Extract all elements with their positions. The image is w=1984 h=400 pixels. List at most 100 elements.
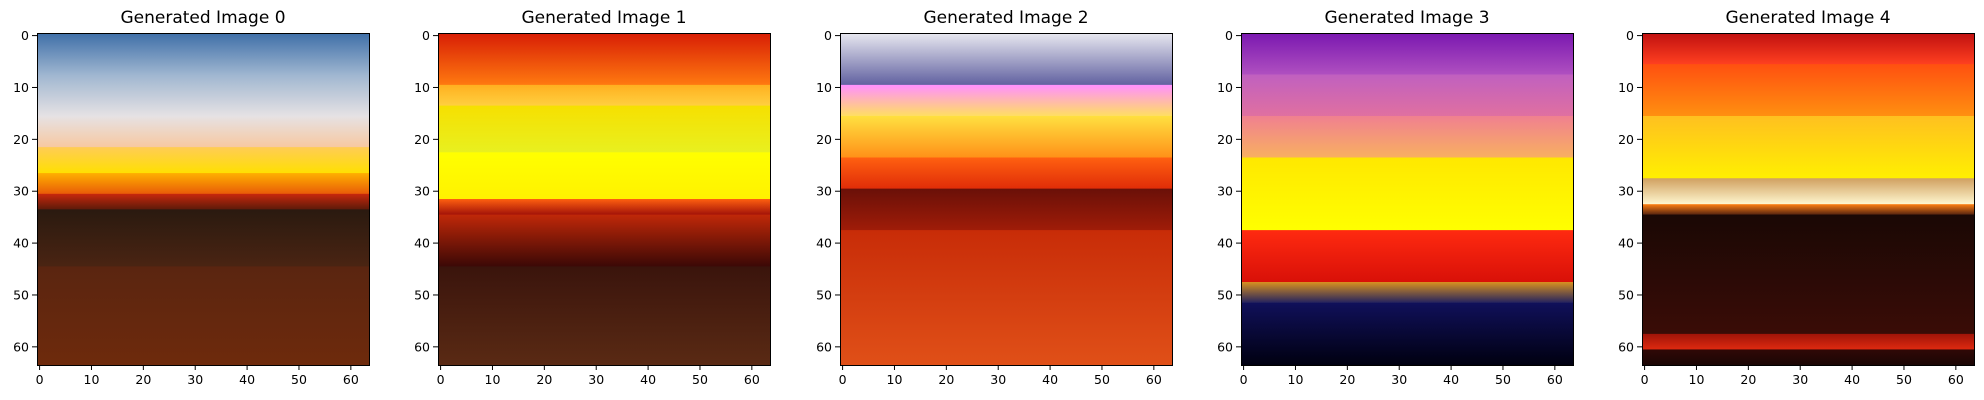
x-tick-label: 20 (1339, 372, 1355, 387)
x-tick-label: 40 (1042, 372, 1058, 387)
y-tick-label: 20 (1217, 132, 1233, 147)
image-band (438, 33, 770, 86)
image-band (37, 193, 369, 210)
image-panel-2: Generated Image 2 0 10 20 30 40 50 60 0 10 20 30 40 5… (816, 8, 1173, 387)
image-band (438, 152, 770, 200)
image-band (1642, 33, 1974, 65)
y-tick-label: 50 (1618, 287, 1634, 302)
image-band (1241, 74, 1573, 117)
y-tick-label: 40 (13, 236, 29, 251)
x-tick-label: 0 (1240, 372, 1248, 387)
x-tick-label: 40 (640, 372, 656, 387)
y-tick-label: 40 (1618, 236, 1634, 251)
y-tick-label: 50 (1217, 287, 1233, 302)
image-band (1642, 116, 1974, 179)
panels-layer: Generated Image 0 0 10 20 30 40 50 60 0 10 20 30 40 5… (13, 8, 1975, 387)
image-band (1241, 116, 1573, 158)
y-tick-label: 10 (13, 80, 29, 95)
y-tick-label: 20 (1618, 132, 1634, 147)
y-tick-label: 10 (414, 80, 430, 95)
x-tick-label: 30 (990, 372, 1006, 387)
image-band (1642, 204, 1974, 216)
x-tick-label: 30 (1391, 372, 1407, 387)
image-band (37, 266, 369, 366)
image-band (1642, 333, 1974, 350)
x-tick-label: 30 (588, 372, 604, 387)
image-band (840, 188, 1172, 231)
image-content (1241, 33, 1573, 366)
image-band (840, 157, 1172, 190)
x-tick-label: 10 (84, 372, 100, 387)
y-tick-label: 0 (824, 28, 832, 43)
x-tick-label: 0 (1641, 372, 1649, 387)
image-band (37, 147, 369, 174)
image-band (438, 266, 770, 366)
x-tick-label: 10 (1689, 372, 1705, 387)
image-content (37, 33, 369, 366)
y-tick-label: 20 (414, 132, 430, 147)
x-tick-label: 30 (1792, 372, 1808, 387)
image-band (1642, 178, 1974, 205)
y-tick-label: 50 (414, 287, 430, 302)
image-panel-1: Generated Image 1 0 10 20 30 40 50 60 0 10 20 30 40 5… (414, 8, 771, 387)
y-tick-label: 30 (414, 184, 430, 199)
y-tick-label: 60 (1618, 339, 1634, 354)
image-band (1241, 302, 1573, 366)
x-tick-label: 20 (536, 372, 552, 387)
image-band (1642, 64, 1974, 117)
image-band (1241, 230, 1573, 283)
image-band (438, 105, 770, 153)
axes-frame (840, 33, 1173, 366)
y-tick-label: 50 (816, 287, 832, 302)
y-tick-label: 40 (1217, 236, 1233, 251)
x-tick-label: 0 (839, 372, 847, 387)
x-tick-label: 0 (437, 372, 445, 387)
x-tick-label: 50 (1094, 372, 1110, 387)
x-tick-label: 50 (692, 372, 708, 387)
y-tick-label: 60 (816, 339, 832, 354)
x-tick-label: 50 (1495, 372, 1511, 387)
panel-title: Generated Image 3 (1324, 8, 1489, 28)
image-band (37, 74, 369, 117)
x-tick-label: 30 (187, 372, 203, 387)
image-panel-4: Generated Image 4 0 10 20 30 40 50 60 0 10 20 30 40 5… (1618, 8, 1975, 387)
image-band (37, 33, 369, 75)
axes-frame (37, 33, 370, 366)
x-tick-label: 40 (1844, 372, 1860, 387)
x-tick-label: 10 (887, 372, 903, 387)
x-tick-label: 20 (1740, 372, 1756, 387)
x-tick-label: 60 (1547, 372, 1563, 387)
x-tick-label: 10 (485, 372, 501, 387)
panel-title: Generated Image 2 (923, 8, 1088, 28)
image-band (840, 116, 1172, 158)
y-tick-label: 20 (816, 132, 832, 147)
image-band (438, 199, 770, 216)
x-tick-label: 40 (1443, 372, 1459, 387)
y-tick-label: 10 (816, 80, 832, 95)
axes-frame (438, 33, 771, 366)
x-tick-label: 50 (1896, 372, 1912, 387)
image-band (1642, 349, 1974, 366)
panel-title: Generated Image 4 (1725, 8, 1890, 28)
y-tick-label: 0 (1225, 28, 1233, 43)
image-band (438, 214, 770, 267)
axes-frame (1241, 33, 1574, 366)
image-band (840, 84, 1172, 117)
x-tick-label: 10 (1288, 372, 1304, 387)
y-tick-label: 40 (816, 236, 832, 251)
y-tick-label: 0 (422, 28, 430, 43)
x-tick-label: 50 (291, 372, 307, 387)
axes-frame (1642, 33, 1975, 366)
image-band (840, 230, 1172, 366)
y-tick-label: 30 (1217, 184, 1233, 199)
image-band (1642, 214, 1974, 335)
y-tick-label: 50 (13, 287, 29, 302)
y-tick-label: 60 (414, 339, 430, 354)
image-band (1241, 282, 1573, 304)
image-band (37, 116, 369, 148)
image-content (438, 33, 770, 366)
x-tick-label: 60 (343, 372, 359, 387)
x-tick-label: 0 (36, 372, 44, 387)
y-tick-label: 30 (1618, 184, 1634, 199)
